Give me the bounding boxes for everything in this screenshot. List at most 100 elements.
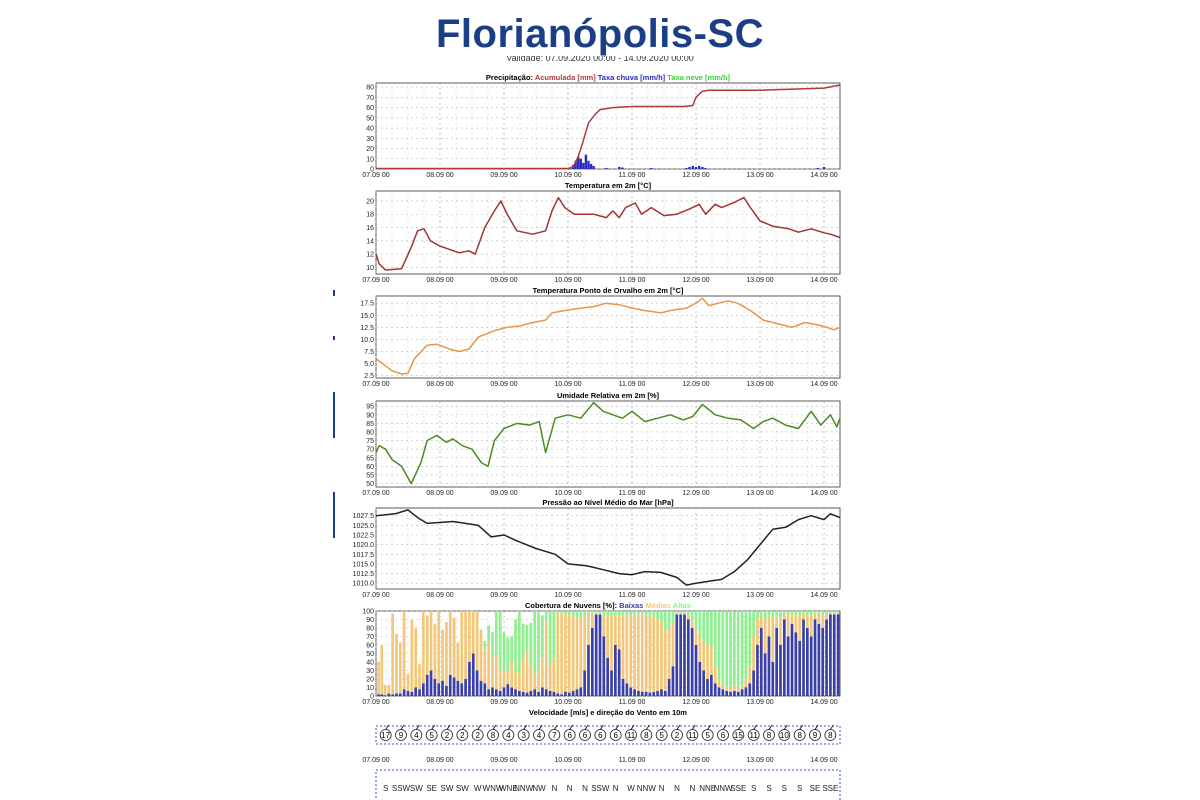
- cloud-bar-médias: [594, 612, 598, 615]
- y-tick-label: 10: [366, 685, 374, 692]
- cloud-bar-baixas: [767, 636, 771, 696]
- cloud-bar-altas: [706, 611, 709, 645]
- x-tick-label: 07.09 00: [362, 172, 389, 179]
- rain-rate-bar: [587, 160, 590, 169]
- cloud-bar-médias: [794, 615, 798, 633]
- cloud-bar-altas: [529, 622, 533, 666]
- cloud-bar-baixas: [377, 694, 380, 696]
- cloud-bar-baixas: [491, 687, 494, 696]
- cloud-bar-baixas: [594, 614, 598, 696]
- wind-speed-label: 6: [613, 731, 618, 740]
- cloud-bar-baixas: [579, 687, 583, 696]
- cloud-bar-baixas: [606, 657, 610, 696]
- cloud-bar-altas: [752, 611, 755, 637]
- cloud-bar-médias: [571, 616, 575, 691]
- rain-rate-bar: [584, 154, 588, 169]
- chart-title-part: Precipitação:: [486, 73, 535, 82]
- cloud-bar-altas: [679, 611, 682, 613]
- wind-arrow: [676, 724, 681, 730]
- cloud-bar-médias: [748, 666, 752, 684]
- plot-frame-precip: [375, 82, 841, 170]
- wind-direction-label: N: [659, 784, 665, 793]
- series-line-dew: [375, 297, 841, 375]
- cloud-bar-médias: [398, 642, 402, 694]
- x-tick-label: 11.09 00: [619, 172, 646, 179]
- cloud-bar-médias: [690, 619, 694, 628]
- rain-rate-bar: [577, 156, 580, 169]
- cloud-bar-baixas: [698, 662, 702, 696]
- series-line-pressure: [375, 509, 841, 586]
- cloud-bar-baixas: [779, 645, 782, 696]
- cloud-bar-altas: [598, 611, 602, 613]
- cloud-bar-baixas: [498, 690, 502, 696]
- cloud-bar-baixas: [748, 683, 752, 696]
- cloud-bar-médias: [395, 633, 398, 694]
- wind-direction-label: NNW: [514, 784, 534, 793]
- cloud-bar-altas: [656, 611, 659, 619]
- cloud-bar-médias: [686, 615, 690, 620]
- rain-rate-bar: [605, 167, 608, 169]
- cloud-bar-baixas: [717, 687, 721, 696]
- cloud-bar-baixas: [821, 628, 825, 696]
- wind-speed-label: 11: [688, 731, 697, 740]
- x-tick-label: 13.09 00: [746, 381, 773, 388]
- wind-arrow: [599, 724, 604, 730]
- wind-arrow: [707, 724, 712, 730]
- x-tick-label: 07.09 00: [362, 592, 389, 599]
- cloud-bar-baixas: [756, 645, 759, 696]
- wind-speed-label: 11: [627, 731, 636, 740]
- cloud-bar-médias: [502, 670, 506, 688]
- cloud-bar-médias: [667, 628, 671, 679]
- y-tick-label: 50: [366, 651, 374, 658]
- x-tick-label: 12.09 00: [682, 757, 709, 764]
- cloud-bar-altas: [759, 611, 763, 616]
- wind-speed-label: 10: [780, 731, 789, 740]
- cloud-bar-baixas: [706, 679, 709, 696]
- wind-direction-label: N: [567, 784, 573, 793]
- cloud-bar-médias: [806, 615, 809, 628]
- cloud-bar-médias: [433, 623, 437, 679]
- cloud-bar-baixas: [663, 690, 667, 696]
- cloud-bar-altas: [637, 611, 640, 615]
- cloud-bar-médias: [629, 615, 633, 688]
- wind-speed-label: 9: [813, 731, 818, 740]
- x-tick-label: 08.09 00: [426, 757, 453, 764]
- cloud-bar-baixas: [560, 694, 563, 696]
- cloud-bar-baixas: [514, 689, 517, 696]
- wind-speed-label: 3: [521, 731, 526, 740]
- x-tick-label: 11.09 00: [619, 490, 646, 497]
- x-tick-label: 11.09 00: [619, 757, 646, 764]
- cloud-bar-altas: [790, 611, 794, 614]
- wind-speed-label: 15: [734, 731, 743, 740]
- cloud-bar-médias: [779, 619, 782, 645]
- cloud-bar-médias: [391, 613, 394, 695]
- wind-speed-label: 6: [721, 731, 726, 740]
- cloud-bar-baixas: [825, 619, 828, 696]
- cloud-bar-baixas: [694, 645, 698, 696]
- cloud-bar-baixas: [533, 689, 537, 696]
- cloud-bar-médias: [790, 613, 794, 624]
- cloud-bar-altas: [806, 611, 809, 616]
- cloud-bar-médias: [521, 657, 525, 692]
- wind-arrow: [431, 724, 436, 730]
- y-tick-label: 70: [366, 634, 374, 641]
- wind-direction-label: WNW: [483, 784, 504, 793]
- wind-direction-label: N: [613, 784, 619, 793]
- wind-arrow: [385, 724, 390, 730]
- cloud-bar-baixas: [406, 690, 410, 696]
- cloud-bar-altas: [713, 611, 717, 667]
- wind-direction-label: S: [797, 784, 802, 793]
- wind-speed-label: 8: [767, 731, 772, 740]
- y-tick-label: 60: [366, 464, 374, 471]
- cloud-bar-médias: [548, 665, 552, 691]
- cloud-bar-baixas: [809, 636, 813, 696]
- rain-rate-bar: [618, 166, 621, 169]
- y-tick-label: 1010.0: [353, 581, 375, 588]
- cloud-bar-médias: [671, 623, 675, 667]
- cloud-bar-médias: [506, 671, 510, 685]
- cloud-bar-altas: [763, 611, 767, 620]
- cloud-bar-altas: [675, 611, 679, 613]
- cloud-bar-médias: [756, 619, 759, 645]
- x-tick-label: 08.09 00: [426, 172, 453, 179]
